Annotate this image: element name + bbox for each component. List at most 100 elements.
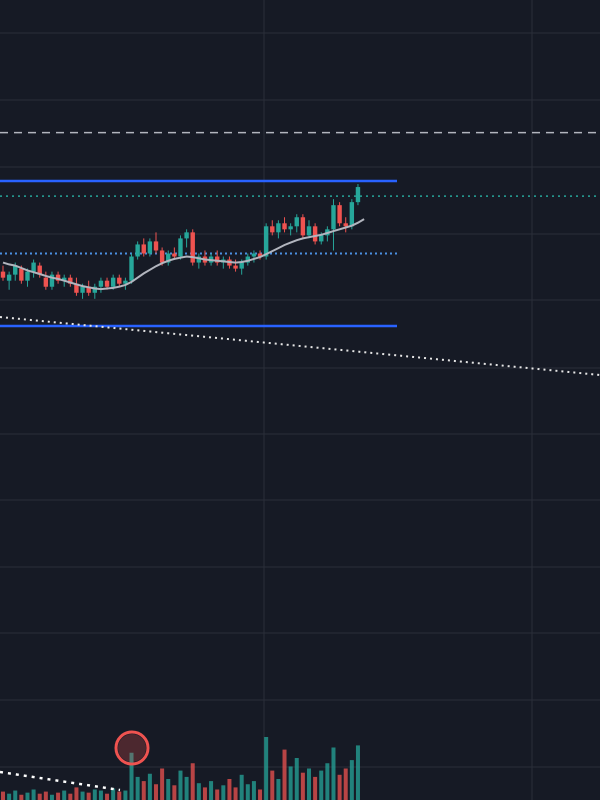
candle-body [251, 253, 257, 257]
volume-bar [31, 789, 36, 800]
candle-body [331, 205, 336, 230]
candle-body [31, 262, 36, 272]
volume-bar [233, 787, 238, 800]
candle-body [276, 223, 281, 233]
volume-bar [172, 785, 177, 800]
candle-body [37, 265, 42, 275]
candle-body [300, 217, 306, 236]
volume-bar [1, 791, 5, 800]
volume-bar [343, 768, 348, 800]
volume-bar [68, 793, 73, 800]
candle-body [147, 241, 153, 254]
candle-body [13, 265, 18, 275]
candle-body [123, 280, 128, 284]
volume-bar [300, 772, 305, 800]
candle-body [282, 223, 287, 230]
candle-body [104, 280, 110, 287]
candle-body [153, 241, 159, 251]
volume-bar [251, 781, 256, 800]
candle-body [92, 286, 97, 293]
candle-body [263, 226, 269, 257]
volume-bar [239, 774, 244, 800]
volume-bar [337, 774, 342, 800]
volume-bar [319, 770, 324, 800]
volume-bar [202, 787, 207, 800]
volume-bar [166, 779, 171, 800]
candle-body [68, 277, 73, 284]
volume-bar [258, 789, 263, 800]
volume-bar [92, 789, 97, 800]
volume-bar [325, 763, 330, 800]
candles-layer [0, 184, 361, 299]
candle-body [110, 277, 116, 287]
volume-bar [331, 747, 336, 800]
candle-body [319, 235, 324, 242]
volume-bar [349, 760, 354, 800]
candle-body [312, 226, 318, 242]
candle-body [233, 265, 238, 269]
candle-body [117, 277, 122, 284]
candle-body [19, 268, 24, 281]
candle-body [294, 217, 299, 227]
volume-bar [7, 793, 12, 800]
volume-highlight-fill [118, 734, 146, 762]
volume-bar [276, 779, 281, 800]
candle-body [135, 244, 140, 257]
volume-bar [294, 758, 299, 800]
volume-bar [307, 768, 311, 800]
volume-bar [215, 789, 220, 800]
candle-body [25, 271, 30, 281]
volume-bar [129, 752, 134, 800]
volume-bar [98, 790, 103, 800]
volume-bar [123, 790, 128, 800]
candle-body [215, 256, 220, 263]
volume-bar [141, 781, 146, 800]
volume-bar [270, 770, 275, 800]
candle-body [196, 256, 202, 263]
candle-body [86, 286, 91, 293]
volume-bar [209, 781, 214, 800]
candle-body [49, 274, 55, 287]
volume-bar [37, 793, 42, 800]
volume-bar [135, 776, 140, 800]
volume-bar [13, 790, 18, 800]
candle-body [288, 226, 293, 230]
candle-body [166, 253, 171, 263]
volume-bar [154, 784, 158, 800]
moving-average-line [2, 218, 365, 291]
volume-bar [62, 790, 67, 800]
volume-bar [56, 792, 61, 800]
volume-bar [178, 770, 183, 800]
volume-bar [19, 794, 24, 800]
candle-body [337, 205, 342, 224]
candle-body [80, 286, 85, 293]
volume-bar [288, 766, 293, 800]
volume-bar [43, 791, 48, 800]
candle-body [98, 280, 104, 287]
volume-bar [355, 745, 360, 800]
volume-bar [190, 763, 195, 800]
candle-body [270, 226, 275, 233]
volume-bar [111, 788, 116, 800]
volume-bar [221, 785, 226, 800]
candle-body [172, 253, 177, 257]
volume-bar [105, 793, 110, 800]
candle-body [43, 277, 49, 287]
volume-bar [25, 792, 30, 800]
volume-bar [49, 794, 54, 800]
candle-body [6, 274, 12, 281]
candle-body [55, 274, 61, 281]
volume-bar [117, 791, 122, 800]
volume-bar [86, 792, 91, 800]
candle-body [306, 226, 312, 236]
volume-bar [160, 768, 165, 800]
volume-bar [227, 779, 232, 800]
candle-body [62, 277, 67, 281]
candle-body [141, 244, 146, 254]
volume-bar [147, 773, 152, 800]
volume-layer [0, 730, 360, 800]
candle-body [245, 256, 250, 263]
volume-trend-line [0, 770, 121, 792]
